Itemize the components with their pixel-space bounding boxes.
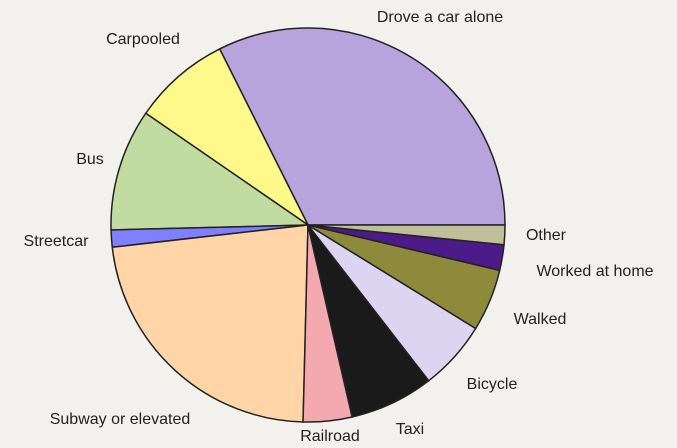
- slice-label: Drove a car alone: [377, 9, 503, 26]
- slice-label: Walked: [514, 311, 567, 328]
- slice-label: Carpooled: [106, 31, 180, 48]
- slice-label: Bus: [76, 151, 104, 168]
- pie-slice: [307, 224, 506, 246]
- slice-label: Worked at home: [536, 263, 653, 280]
- slice-label: Bicycle: [467, 376, 518, 393]
- slice-label: Railroad: [300, 428, 360, 445]
- slice-label: Streetcar: [24, 233, 90, 250]
- pie-slice: [111, 224, 309, 423]
- slice-label: Other: [526, 227, 567, 244]
- pie-slice: [144, 47, 309, 226]
- slice-label: Taxi: [396, 421, 424, 438]
- pie-slice: [218, 27, 506, 226]
- pie-slice: [110, 112, 311, 231]
- slice-label: Subway or elevated: [50, 411, 191, 428]
